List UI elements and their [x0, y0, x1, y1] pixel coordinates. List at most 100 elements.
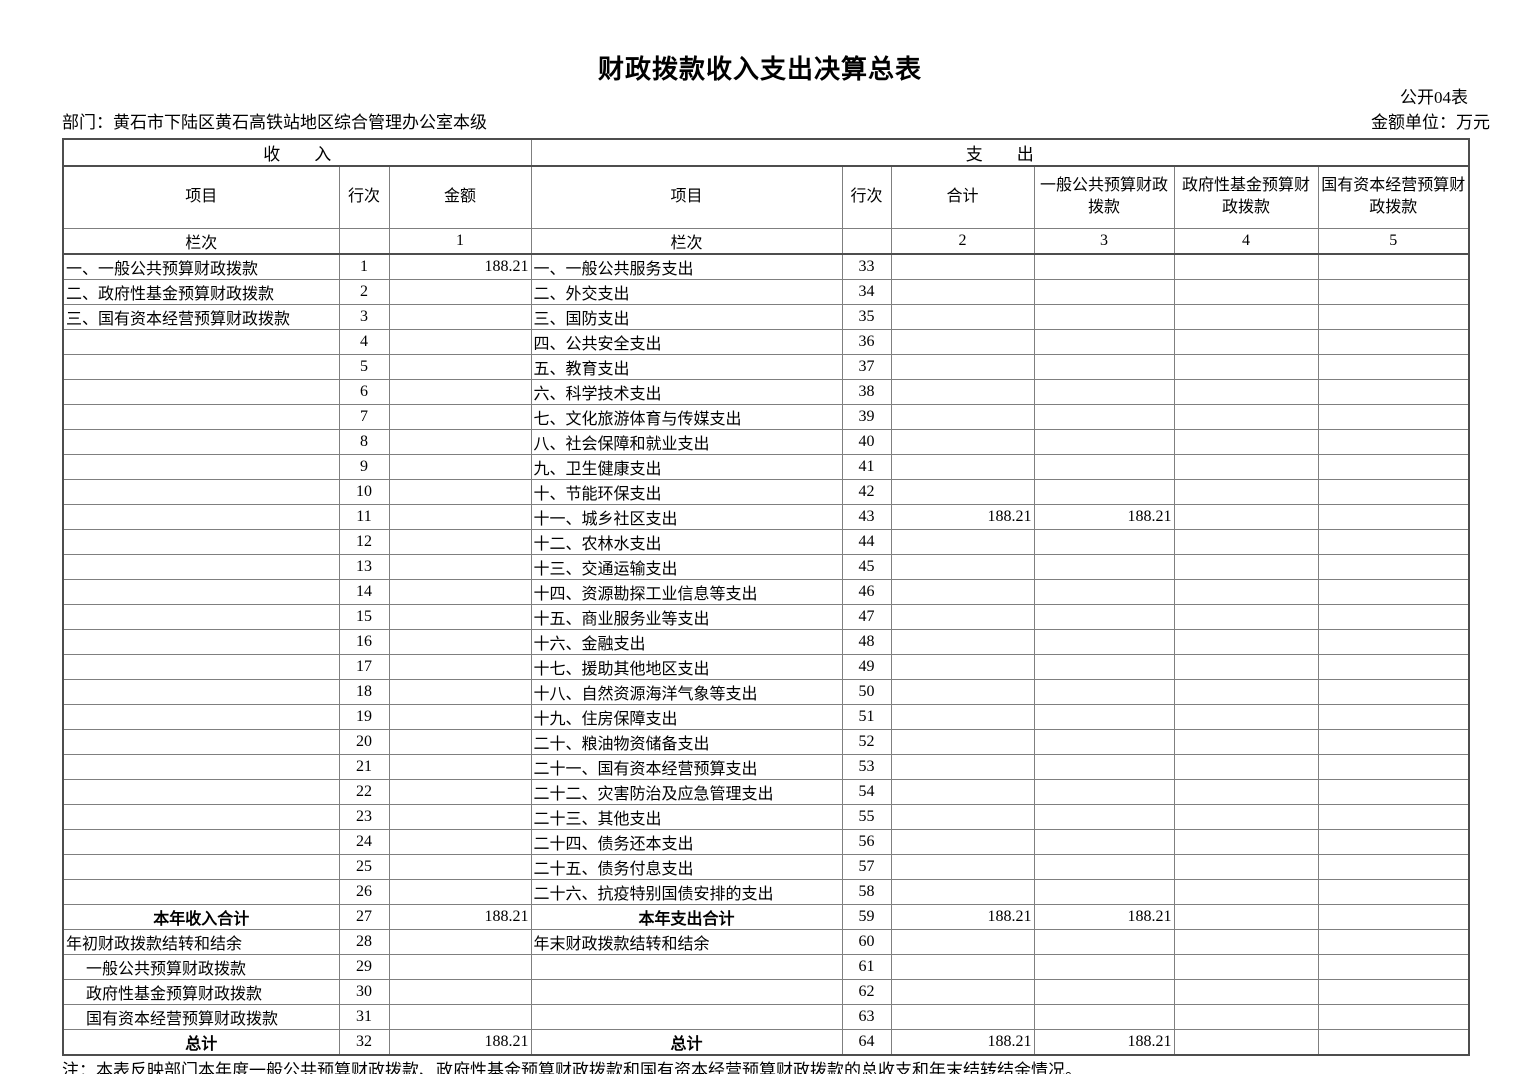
expense-state-capital-cell — [1317, 478, 1470, 505]
income-line-cell: 14 — [338, 578, 390, 605]
expense-line-cell: 49 — [841, 653, 892, 680]
expense-total-cell — [890, 703, 1035, 730]
income-amount-cell — [388, 778, 532, 805]
expense-total-cell: 188.21 — [890, 1028, 1035, 1055]
expense-gov-fund-cell — [1173, 578, 1319, 605]
expense-state-capital-cell — [1317, 803, 1470, 830]
income-amount-cell — [388, 503, 532, 530]
income-line-cell: 11 — [338, 503, 390, 530]
unit-label: 金额单位：万元 — [1371, 113, 1490, 132]
expense-state-capital-cell — [1317, 578, 1470, 605]
expense-line-cell: 46 — [841, 578, 892, 605]
expense-state-capital-cell — [1317, 728, 1470, 755]
expense-general-budget-cell — [1033, 578, 1175, 605]
expense-total-cell — [890, 328, 1035, 355]
expense-line-cell: 42 — [841, 478, 892, 505]
income-amount-cell: 188.21 — [388, 253, 532, 280]
expense-total-cell — [890, 978, 1035, 1005]
expense-total-cell — [890, 753, 1035, 780]
expense-item-cell: 十、节能环保支出 — [530, 478, 843, 505]
expense-item-header: 项目 — [530, 165, 843, 229]
table-row: 国有资本经营预算财政拨款 31 63 — [62, 1003, 1470, 1030]
expense-gov-fund-cell — [1173, 278, 1319, 305]
expense-general-budget-cell — [1033, 353, 1175, 380]
expense-state-capital-cell — [1317, 503, 1470, 530]
income-item-cell — [62, 628, 340, 655]
income-index-label: 栏次 — [62, 227, 340, 255]
income-line-cell: 19 — [338, 703, 390, 730]
income-line-cell: 26 — [338, 878, 390, 905]
income-amount-cell — [388, 378, 532, 405]
income-amount-cell — [388, 403, 532, 430]
income-amount-cell — [388, 1003, 532, 1030]
income-line-cell: 21 — [338, 753, 390, 780]
expense-general-budget-cell — [1033, 653, 1175, 680]
expense-gov-fund-cell — [1173, 553, 1319, 580]
expense-line-cell: 64 — [841, 1028, 892, 1055]
expense-total-cell — [890, 1003, 1035, 1030]
expense-general-budget-cell — [1033, 603, 1175, 630]
expense-index-2: 2 — [890, 227, 1035, 255]
income-amount-cell — [388, 828, 532, 855]
expense-general-budget-cell — [1033, 403, 1175, 430]
table-row: 政府性基金预算财政拨款 30 62 — [62, 978, 1470, 1005]
income-line-cell: 1 — [338, 253, 390, 280]
expense-general-budget-cell — [1033, 378, 1175, 405]
income-item-cell: 三、国有资本经营预算财政拨款 — [62, 303, 340, 330]
expense-gov-fund-cell — [1173, 378, 1319, 405]
income-item-cell: 一般公共预算财政拨款 — [62, 953, 340, 980]
expense-line-cell: 55 — [841, 803, 892, 830]
expense-state-capital-cell — [1317, 403, 1470, 430]
income-line-cell: 23 — [338, 803, 390, 830]
expense-gov-fund-cell — [1173, 853, 1319, 880]
table-row: 12 十二、农林水支出 44 — [62, 528, 1470, 555]
expense-line-cell: 41 — [841, 453, 892, 480]
expense-total-cell — [890, 553, 1035, 580]
table-row: 25 二十五、债务付息支出 57 — [62, 853, 1470, 880]
expense-item-cell: 五、教育支出 — [530, 353, 843, 380]
expense-state-capital-cell — [1317, 1028, 1470, 1055]
expense-item-cell — [530, 978, 843, 1005]
expense-general-budget-cell — [1033, 778, 1175, 805]
expense-state-capital-cell — [1317, 378, 1470, 405]
expense-item-cell: 十九、住房保障支出 — [530, 703, 843, 730]
expense-total-cell — [890, 378, 1035, 405]
expense-state-capital-cell — [1317, 1003, 1470, 1030]
income-line-cell: 27 — [338, 903, 390, 930]
expense-line-cell: 38 — [841, 378, 892, 405]
income-item-cell — [62, 678, 340, 705]
expense-gov-fund-cell — [1173, 828, 1319, 855]
expense-state-capital-cell — [1317, 353, 1470, 380]
expense-total-cell — [890, 278, 1035, 305]
expense-item-cell: 二十五、债务付息支出 — [530, 853, 843, 880]
income-item-cell — [62, 328, 340, 355]
expense-line-cell: 50 — [841, 678, 892, 705]
expense-gov-fund-cell — [1173, 603, 1319, 630]
income-line-cell: 12 — [338, 528, 390, 555]
expense-item-cell: 二十一、国有资本经营预算支出 — [530, 753, 843, 780]
expense-gov-fund-cell — [1173, 653, 1319, 680]
expense-gov-fund-cell — [1173, 428, 1319, 455]
table-row: 6 六、科学技术支出 38 — [62, 378, 1470, 405]
income-line-cell: 24 — [338, 828, 390, 855]
expense-line-cell: 59 — [841, 903, 892, 930]
expense-item-cell: 八、社会保障和就业支出 — [530, 428, 843, 455]
income-amount-cell: 188.21 — [388, 1028, 532, 1055]
expense-line-cell: 43 — [841, 503, 892, 530]
table-row: 26 二十六、抗疫特别国债安排的支出 58 — [62, 878, 1470, 905]
income-amount-cell — [388, 853, 532, 880]
income-item-cell — [62, 578, 340, 605]
expense-gov-fund-cell — [1173, 753, 1319, 780]
income-line-cell: 8 — [338, 428, 390, 455]
expense-general-budget-cell — [1033, 253, 1175, 280]
expense-state-capital-cell — [1317, 553, 1470, 580]
expense-general-budget-cell: 188.21 — [1033, 503, 1175, 530]
income-line-cell: 20 — [338, 728, 390, 755]
expense-total-cell — [890, 828, 1035, 855]
expense-gov-fund-cell — [1173, 678, 1319, 705]
expense-state-capital-cell — [1317, 678, 1470, 705]
income-line-cell: 3 — [338, 303, 390, 330]
expense-total-cell — [890, 628, 1035, 655]
expense-item-cell: 十二、农林水支出 — [530, 528, 843, 555]
